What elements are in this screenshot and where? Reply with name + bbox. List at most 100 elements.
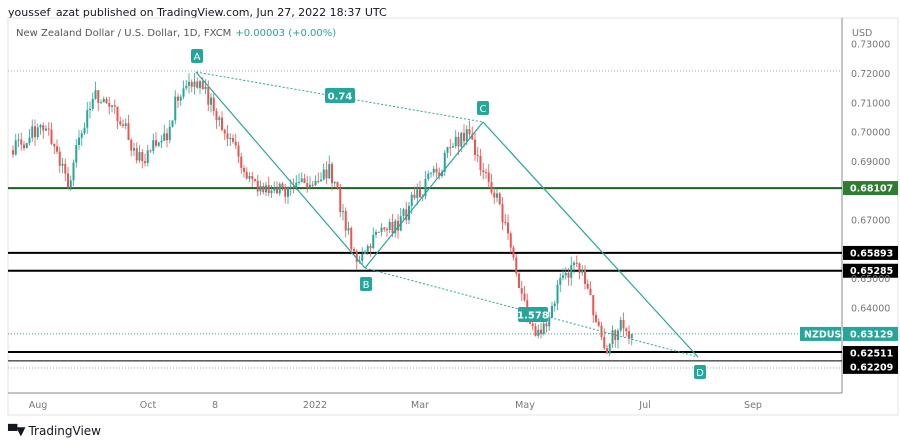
level-label-bg — [843, 245, 898, 260]
candle-up — [562, 275, 564, 278]
candle-up — [342, 211, 344, 213]
candle-down — [534, 326, 537, 336]
candle-down — [586, 283, 589, 289]
candle-down — [353, 249, 355, 252]
last-price-bg — [843, 326, 898, 341]
candle-down — [56, 146, 58, 152]
candle-up — [94, 90, 97, 99]
point-label-bg — [694, 365, 706, 379]
candle-down — [243, 167, 245, 172]
candle-down — [518, 273, 520, 288]
symbol-tag: NZDUSD — [804, 329, 849, 340]
candle-down — [457, 136, 460, 147]
candle-down — [490, 181, 493, 193]
candle-down — [284, 187, 287, 197]
candle-down — [498, 193, 501, 205]
candle-up — [537, 329, 540, 336]
point-label-bg — [477, 101, 489, 115]
level-label-bg — [843, 181, 898, 196]
candle-down — [119, 121, 122, 125]
candle-up — [314, 180, 317, 186]
candle-down — [438, 172, 441, 176]
time-tick: 8 — [212, 400, 218, 411]
candle-down — [584, 270, 586, 284]
candle-up — [380, 227, 383, 232]
candle-up — [163, 133, 166, 141]
candle-down — [281, 183, 284, 188]
candle-down — [122, 124, 124, 126]
candle-up — [388, 222, 391, 230]
candle-down — [504, 222, 507, 224]
candle-down — [606, 348, 608, 354]
candle-down — [97, 90, 100, 103]
candle-up — [430, 172, 432, 174]
candle-down — [485, 172, 487, 174]
level-label: 0.65893 — [850, 248, 893, 259]
candle-down — [471, 134, 474, 140]
candle-down — [625, 328, 628, 332]
candle-up — [25, 143, 28, 149]
candle-up — [496, 193, 498, 198]
candle-down — [245, 171, 248, 179]
candle-up — [366, 246, 369, 252]
candle-down — [201, 81, 204, 90]
time-tick: 2022 — [303, 400, 327, 411]
candle-down — [108, 102, 111, 107]
candle-down — [482, 170, 485, 173]
candle-up — [75, 145, 78, 163]
candle-down — [369, 246, 372, 249]
candle-down — [578, 263, 581, 273]
candle-down — [540, 329, 542, 334]
symbol-title: New Zealand Dollar / U.S. Dollar, 1D, FX… — [16, 28, 232, 39]
price-tick: 0.64000 — [851, 303, 890, 314]
candle-down — [58, 151, 61, 166]
candle-up — [138, 152, 141, 161]
candle-up — [548, 317, 551, 327]
candle-down — [53, 143, 56, 147]
candle-up — [347, 228, 350, 231]
candle-down — [603, 336, 606, 349]
candle-down — [155, 140, 157, 146]
candle-down — [149, 150, 152, 152]
price-tick: 0.72000 — [851, 69, 890, 80]
time-tick: Aug — [29, 400, 48, 411]
candle-up — [171, 120, 174, 127]
candle-up — [553, 303, 556, 307]
candle-down — [237, 145, 240, 157]
level-label: 0.62511 — [850, 349, 893, 360]
level-label-bg — [843, 359, 898, 374]
candle-down — [42, 125, 45, 131]
candle-down — [501, 204, 504, 223]
time-tick: May — [515, 400, 535, 411]
candle-up — [454, 136, 457, 147]
candle-down — [105, 98, 108, 103]
candle-up — [361, 253, 364, 261]
candle-up — [229, 137, 232, 139]
point-label-d: D — [696, 368, 704, 379]
tradingview-logo[interactable]: ▀▼ TradingView — [8, 424, 101, 438]
level-label: 0.62209 — [850, 362, 893, 373]
level-label: 0.65285 — [850, 266, 893, 277]
candle-down — [190, 81, 193, 87]
candle-down — [64, 163, 67, 174]
candle-up — [204, 86, 207, 90]
candle-down — [331, 163, 333, 184]
candle-down — [614, 330, 617, 340]
candle-down — [276, 188, 278, 194]
time-tick: Mar — [411, 400, 429, 411]
candle-up — [133, 148, 135, 151]
candle-up — [424, 178, 427, 197]
chart-frame — [7, 17, 899, 416]
candle-down — [419, 189, 421, 198]
candle-up — [270, 190, 273, 194]
candle-down — [628, 331, 630, 339]
candle-up — [320, 179, 322, 182]
price-tick: 0.71000 — [851, 98, 890, 109]
candle-up — [174, 96, 177, 121]
candle-down — [317, 180, 320, 182]
candle-up — [608, 344, 611, 354]
candle-up — [45, 128, 47, 131]
candle-down — [212, 97, 215, 112]
point-label-bg — [191, 49, 203, 63]
